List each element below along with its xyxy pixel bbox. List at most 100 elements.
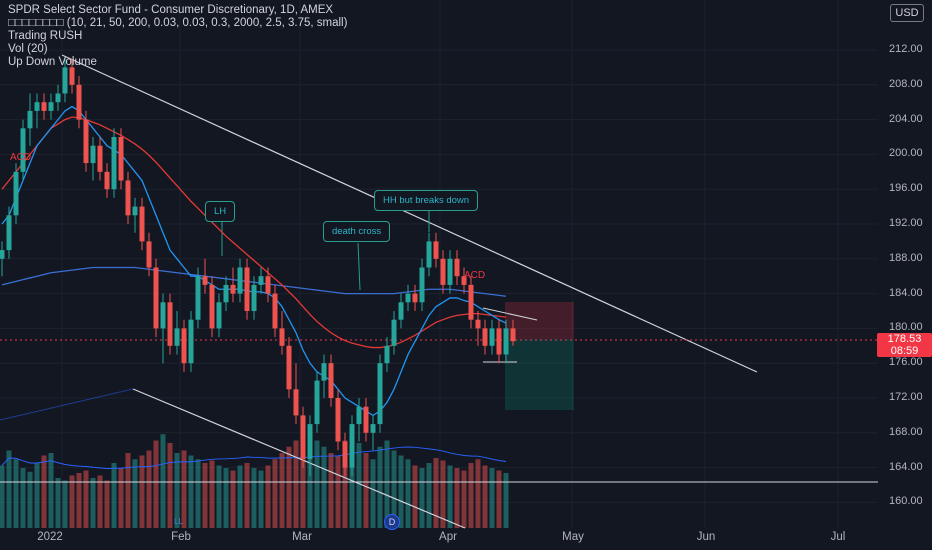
candle-body [258, 276, 264, 285]
candle-body [90, 145, 96, 164]
candle-body [328, 363, 334, 398]
candle-body [405, 293, 411, 303]
volume-bar [34, 463, 40, 528]
candle-body [391, 319, 397, 346]
volume-bar [328, 453, 334, 528]
upper-trendline [61, 54, 758, 373]
candle-body [454, 258, 460, 277]
lower-trendline [132, 388, 466, 529]
price-tick-label: 188.00 [889, 251, 923, 264]
legend-indicator-3[interactable]: Vol (20) [8, 43, 48, 55]
volume-bar [335, 455, 341, 528]
last-price-badge: 178.53 08:59 [877, 333, 932, 357]
trade-box-drawing [505, 302, 574, 410]
price-tick-label: 208.00 [889, 77, 923, 90]
legend-title[interactable]: SPDR Select Sector Fund - Consumer Discr… [8, 4, 334, 16]
candle-body [20, 128, 26, 172]
candle-body [188, 319, 194, 364]
candle-body [510, 328, 516, 342]
volume-bar [174, 453, 180, 528]
candle-body [349, 424, 355, 468]
price-tick-label: 212.00 [889, 43, 923, 55]
candle-body [223, 284, 229, 303]
ll-tag: LL [174, 517, 183, 526]
candles [0, 58, 516, 477]
candle-body [244, 267, 250, 311]
legend-indicator-4[interactable]: Up Down Volume [8, 56, 97, 68]
candle-body [69, 67, 75, 85]
candle-body [370, 424, 376, 433]
volume-bar [272, 459, 278, 528]
volume-bar [503, 473, 509, 528]
candle-body [377, 363, 383, 425]
candle-body [27, 110, 33, 129]
volume-bar [258, 470, 264, 528]
candle-body [167, 302, 173, 346]
candle-body [181, 328, 187, 364]
volume-bar [20, 468, 26, 528]
dividend-marker[interactable]: D [384, 514, 400, 530]
volume-bar [216, 465, 222, 528]
legend-indicator-1[interactable]: □□□□□□□□ (10, 21, 50, 200, 0.03, 0.03, 0… [8, 17, 348, 29]
candle-body [0, 250, 5, 259]
volume-bar [314, 440, 320, 528]
volume-bar [398, 455, 404, 528]
candle-body [202, 276, 208, 285]
candle-body [160, 302, 166, 329]
candle-body [384, 345, 390, 364]
volume-bar [405, 459, 411, 528]
candle-body [468, 284, 474, 320]
volume-bar [377, 446, 383, 528]
volume-bar [370, 459, 376, 528]
legend-indicator-2[interactable]: Trading RUSH [8, 30, 83, 42]
candle-body [314, 380, 320, 425]
volume-bar [426, 463, 432, 528]
candle-body [62, 67, 68, 94]
volume-bar [433, 458, 439, 528]
volume-bar [293, 440, 299, 528]
callout-lh[interactable]: LH [205, 201, 236, 222]
volume-bar [90, 478, 96, 528]
lower-channel-line [0, 388, 134, 421]
price-tick-label: 160.00 [889, 495, 923, 508]
volume-bar [321, 446, 327, 528]
volume-bar [153, 440, 159, 528]
volume-bar [146, 450, 152, 528]
volume-bar [223, 468, 229, 528]
volume-bar [342, 440, 348, 528]
candle-body [293, 389, 299, 416]
volume-bar [76, 473, 82, 528]
time-tick-label: Jun [696, 531, 716, 543]
candle-body [111, 137, 117, 190]
currency-button[interactable]: USD [890, 4, 924, 22]
volume-ma-line [1, 446, 507, 470]
volume-bar [132, 459, 138, 528]
volume-bar [139, 455, 145, 528]
candle-body [195, 276, 201, 320]
candle-body [132, 206, 138, 216]
candle-body [97, 145, 103, 172]
price-tick-label: 180.00 [889, 321, 923, 334]
volume-bar [384, 440, 390, 528]
volume-bar [209, 460, 215, 528]
callout-hh[interactable]: HH but breaks down [374, 190, 479, 211]
candle-body [307, 424, 313, 459]
candle-body [265, 276, 271, 294]
candle-body [503, 328, 509, 355]
candle-body [83, 119, 89, 164]
price-tick-label: 192.00 [889, 217, 923, 229]
price-tick-label: 168.00 [889, 425, 923, 438]
price-tick-label: 204.00 [889, 112, 923, 125]
candle-body [272, 293, 278, 329]
volume-bar [265, 465, 271, 528]
callout-death-cross[interactable]: death cross [323, 221, 391, 242]
death-cross-pointer [357, 242, 361, 291]
volume-bar [202, 463, 208, 528]
volume-bar [461, 470, 467, 528]
volume-bar [286, 446, 292, 528]
volume-bar [41, 455, 47, 528]
price-tick-label: 176.00 [889, 356, 923, 369]
volume-bar [188, 455, 194, 528]
macd-label-right: ACD [464, 270, 486, 281]
